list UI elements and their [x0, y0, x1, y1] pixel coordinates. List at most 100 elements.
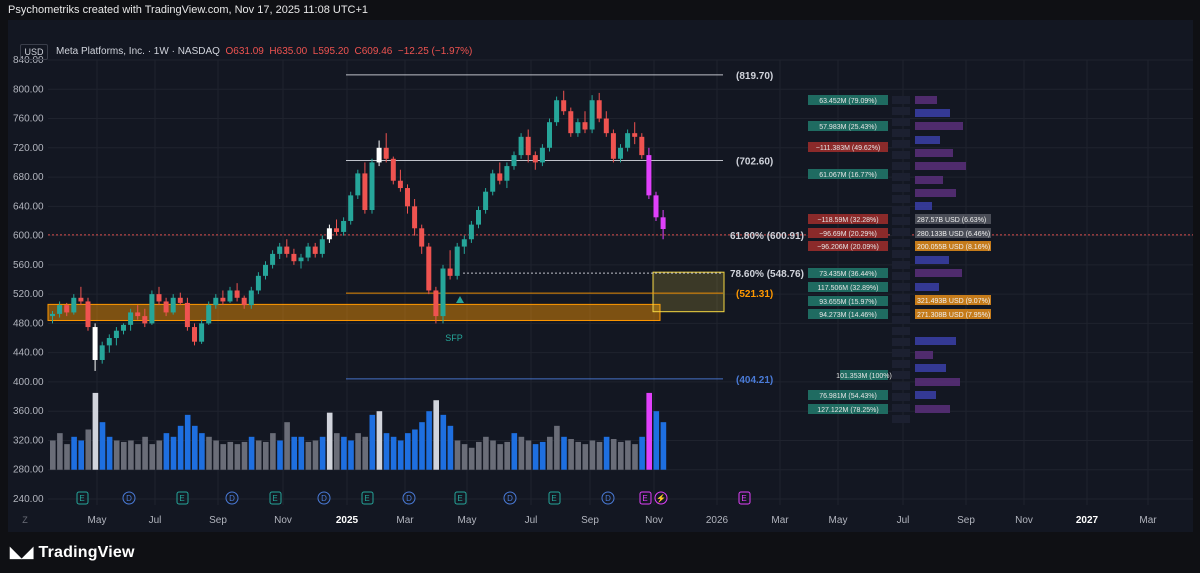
profile-left-bar: [808, 169, 888, 179]
currency-button[interactable]: USD: [20, 44, 48, 60]
footer: [0, 532, 1200, 573]
profile-price-cell: [892, 338, 910, 346]
candle-body: [554, 100, 560, 123]
volume-bar: [589, 440, 596, 470]
volume-bar: [646, 392, 652, 470]
level-label: (819.70): [736, 71, 773, 82]
profile-right-bar: [915, 295, 991, 305]
candle-body: [419, 228, 425, 247]
volume-bar: [461, 444, 468, 470]
candle-body: [376, 147, 382, 163]
symbol-legend: Meta Platforms, Inc. · 1W · NASDAQ O631.…: [56, 46, 472, 57]
profile-price-cell: [892, 96, 910, 104]
dividend-marker-label: D: [507, 494, 513, 503]
candle-body: [192, 327, 197, 342]
candle-body: [525, 136, 531, 156]
profile-price-cell: [892, 206, 910, 214]
candle-body: [454, 246, 460, 276]
price-chart[interactable]: 840.00 800.00 760.00 720.00 680.00 640.00 600.…: [8, 20, 1193, 532]
y-tick-label: 800.00: [13, 84, 44, 95]
candle-body: [121, 324, 126, 331]
candle-body: [426, 246, 432, 291]
candle-body: [646, 155, 652, 196]
candle-body: [440, 268, 446, 317]
candle-body: [220, 297, 226, 302]
volume-bar: [334, 433, 340, 470]
volume-bar: [568, 439, 574, 470]
y-tick-label: 240.00: [13, 494, 44, 505]
profile-filler-bar: [915, 202, 932, 210]
volume-bar: [305, 441, 312, 470]
earnings-marker: [639, 491, 652, 505]
candle-body: [348, 195, 354, 221]
volume-bar: [50, 440, 56, 470]
profile-price-cell: [892, 272, 910, 280]
candle-body: [412, 206, 418, 229]
volume-bar: [518, 436, 525, 470]
candle-body: [618, 147, 623, 159]
profile-price-cell: [892, 316, 910, 324]
candle-body: [113, 330, 119, 339]
profile-filler-bar: [915, 391, 936, 399]
candle-body: [305, 246, 311, 258]
candle-body: [362, 173, 368, 210]
profile-left-bar: [808, 309, 888, 319]
close-value: C609.46: [354, 46, 393, 57]
symbol-title: Meta Platforms, Inc. · 1W · NASDAQ: [56, 46, 220, 57]
lightning-icon: [654, 491, 668, 505]
y-tick-label: 560.00: [13, 260, 44, 271]
volume-bar: [369, 414, 376, 470]
volume-bar: [241, 441, 248, 470]
profile-price-cell: [892, 162, 910, 170]
timezone-icon: Z: [22, 515, 28, 525]
profile-right-label: 200.055B USD (8.16%): [917, 244, 990, 251]
candle-body: [241, 297, 247, 306]
volume-bar: [234, 444, 241, 470]
volume-bar: [554, 425, 560, 470]
candle-body: [78, 297, 84, 302]
profile-right-label: 280.133B USD (6.46%): [917, 231, 990, 238]
tradingview-logo-icon: ◣◢: [10, 544, 34, 561]
candle-body: [625, 133, 631, 148]
profile-filler-bar: [915, 176, 943, 184]
x-tick-label: Nov: [645, 515, 663, 526]
profile-left-label: 94.273M (14.46%): [819, 312, 877, 319]
volume-bar: [184, 414, 191, 470]
x-tick-label: Mar: [396, 515, 414, 526]
profile-left-label: 57.983M (25.43%): [819, 124, 877, 131]
candle-body: [468, 224, 474, 240]
volume-bar: [454, 440, 461, 470]
x-tick-label: Mar: [1139, 515, 1157, 526]
profile-right-bar: [915, 214, 991, 224]
volume-bar: [383, 433, 390, 470]
y-tick-label: 720.00: [13, 143, 44, 154]
profile-left-bar: [808, 95, 888, 105]
volume-bar: [610, 439, 617, 470]
dividend-marker-label: D: [229, 494, 235, 503]
volume-bar: [192, 425, 198, 470]
profile-left-label: 61.067M (16.77%): [819, 172, 877, 179]
volume-bar: [390, 436, 397, 470]
high-value: H635.00: [269, 46, 308, 57]
x-tick-label: May: [88, 515, 107, 526]
profile-left-bar: [808, 296, 888, 306]
volume-bar: [596, 441, 603, 470]
candle-body: [334, 228, 339, 232]
profile-right-bar: [915, 309, 991, 319]
profile-left-label: 117.506M (32.89%): [818, 285, 879, 292]
volume-bar: [284, 422, 290, 470]
x-tick-label: May: [829, 515, 848, 526]
profile-filler-bar: [915, 405, 950, 413]
earnings-marker-label: E: [179, 494, 184, 503]
y-tick-label: 600.00: [13, 231, 44, 242]
chart-panel[interactable]: 840.00 800.00 760.00 720.00 680.00 640.00 600.…: [8, 20, 1193, 532]
target-box: [652, 271, 725, 313]
tradingview-logo[interactable]: ◣◢ TradingView: [10, 543, 135, 562]
level-label: (404.21): [736, 375, 773, 386]
y-tick-label: 440.00: [13, 348, 44, 359]
candle-body: [490, 173, 496, 192]
profile-left-bar: [808, 282, 888, 292]
level-label: 61.80% (600.91): [730, 231, 804, 242]
candle-body: [639, 136, 645, 156]
profile-left-bar: [808, 214, 888, 224]
